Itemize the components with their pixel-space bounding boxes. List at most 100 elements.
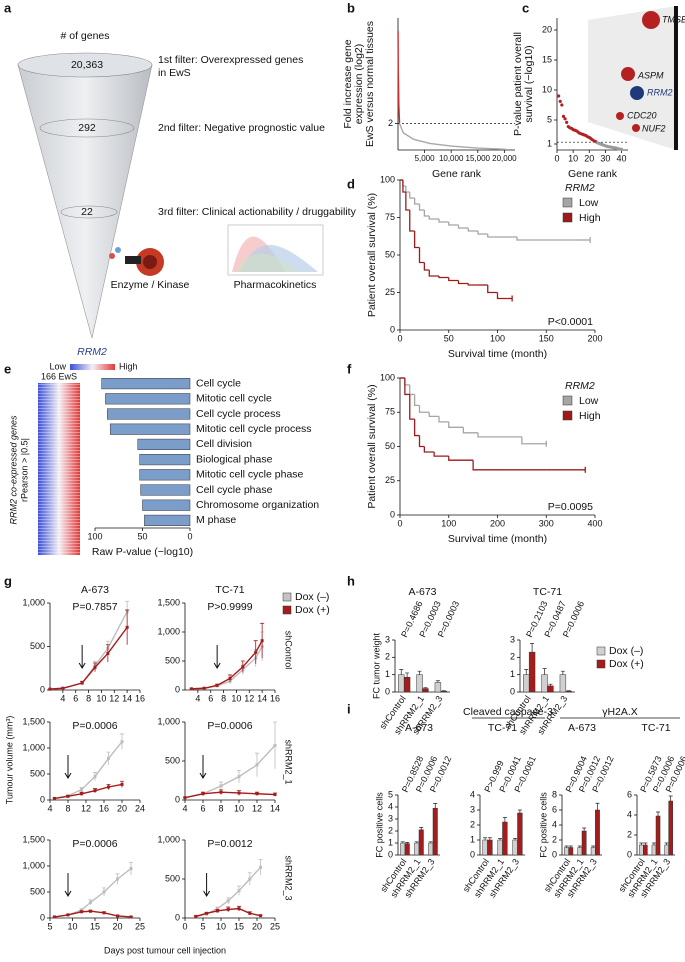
panel-letter: e: [4, 361, 11, 376]
point: [237, 889, 241, 893]
survival-step: [438, 219, 449, 223]
callout-label: RRM2: [647, 87, 673, 97]
panel-letter: d: [347, 176, 355, 191]
y-tick-label: 6: [552, 804, 557, 814]
funnel: [17, 64, 153, 339]
series-line: [184, 744, 276, 799]
error-bar: [487, 837, 492, 840]
callout-label: ASPM: [637, 70, 664, 80]
gene-count: 20,363: [71, 59, 103, 71]
point: [66, 913, 70, 917]
enzyme-icon: [143, 255, 157, 269]
x-tick-label: 20: [117, 803, 127, 813]
error-bar: [400, 841, 405, 843]
filter-text: 1st filter: Overexpressed genes: [158, 54, 303, 66]
x-axis-label: Survival time (month): [448, 348, 547, 360]
survival-step: [438, 276, 449, 279]
survival-step: [404, 378, 410, 396]
bar: [581, 830, 587, 856]
bar: [547, 685, 554, 693]
bar: [101, 378, 191, 390]
error-bar: [582, 827, 587, 831]
column-title: TC-71: [215, 584, 244, 596]
survival-step: [413, 198, 420, 205]
column-title: A-673: [81, 584, 109, 596]
y-axis-label: survival (−log10): [523, 45, 535, 122]
bar: [639, 844, 644, 856]
error-bar: [502, 817, 507, 822]
error-bar: [498, 838, 503, 840]
pk-icon: [236, 253, 300, 272]
error-bar: [643, 842, 648, 845]
y-tick-label: 1: [388, 837, 393, 847]
point: [80, 681, 84, 685]
p-value: P<0.0001: [548, 316, 593, 328]
y-tick-label: 0: [390, 324, 395, 334]
y-axis-label: EwS versus normal tissues: [364, 21, 376, 147]
bar: [577, 847, 583, 856]
inhibitor-icon: [125, 256, 141, 264]
bar: [655, 815, 661, 856]
error-bar: [419, 827, 424, 830]
bar: [440, 690, 447, 693]
x-tick-label: 5,000: [415, 154, 436, 163]
p-value: P>0.9999: [207, 601, 252, 613]
survival-step: [448, 277, 459, 282]
gene-count: 22: [81, 206, 93, 218]
x-axis-label: Raw P-value (−log10): [92, 546, 193, 558]
y-tick-label: 1: [470, 834, 475, 844]
result-gene: RRM2: [77, 346, 107, 358]
x-tick-label: 10: [231, 693, 241, 703]
error-bar: [517, 809, 522, 813]
panel-letter: g: [4, 573, 12, 588]
bar: [497, 839, 503, 856]
y-tick-label: 1,000: [157, 834, 180, 844]
survival-step: [516, 237, 537, 241]
category-label: Cell division: [196, 438, 252, 450]
y-tick-label: 2: [552, 834, 557, 844]
y-tick-label: 0: [40, 794, 45, 804]
x-tick-label: 50: [137, 531, 147, 541]
y-tick-label: 1,500: [22, 716, 45, 726]
survival-step: [423, 446, 435, 453]
y-tick-label: 1,500: [22, 834, 45, 844]
heatmap-ylabel: RRM2 co-expressed genes: [8, 415, 18, 525]
point: [557, 94, 561, 98]
point: [102, 890, 106, 894]
y-tick-label: 500: [30, 886, 45, 896]
error-bar: [639, 842, 644, 845]
survival-step: [467, 228, 478, 232]
point: [194, 914, 198, 918]
x-tick-label: 8: [65, 803, 70, 813]
survival-step: [404, 378, 410, 386]
p-value: P=0.0006: [72, 838, 117, 850]
y-tick-label: 75: [385, 407, 395, 417]
dox-arrow: [213, 645, 221, 669]
pk-icon: [227, 224, 324, 276]
dox-arrow: [199, 755, 207, 779]
bar: [139, 454, 191, 466]
x-tick-label: 100: [490, 333, 505, 343]
category-label: Mitotic cell cycle: [196, 393, 272, 405]
x-tick-label: 10: [216, 921, 226, 931]
x-tick-label: 20: [112, 921, 122, 931]
y-axis-label: P-value patient overall: [512, 32, 524, 136]
survival-step: [402, 180, 406, 193]
bar: [568, 847, 574, 856]
survival-step: [428, 412, 439, 418]
heatmap-low: Low: [49, 361, 66, 371]
error-bar: [577, 845, 582, 848]
y-tick-label: 100: [380, 174, 395, 184]
bar: [664, 844, 669, 856]
x-tick-label: 4: [47, 803, 52, 813]
y-axis-label: Patient overall survival (%): [366, 193, 378, 317]
point: [558, 99, 562, 103]
panel-letter: h: [347, 573, 355, 588]
legend-swatch: [562, 395, 573, 406]
chart-title: TC-71: [641, 722, 670, 734]
survival-step: [457, 280, 469, 285]
point: [259, 914, 263, 918]
error-bar: [513, 838, 518, 840]
point: [255, 792, 259, 796]
